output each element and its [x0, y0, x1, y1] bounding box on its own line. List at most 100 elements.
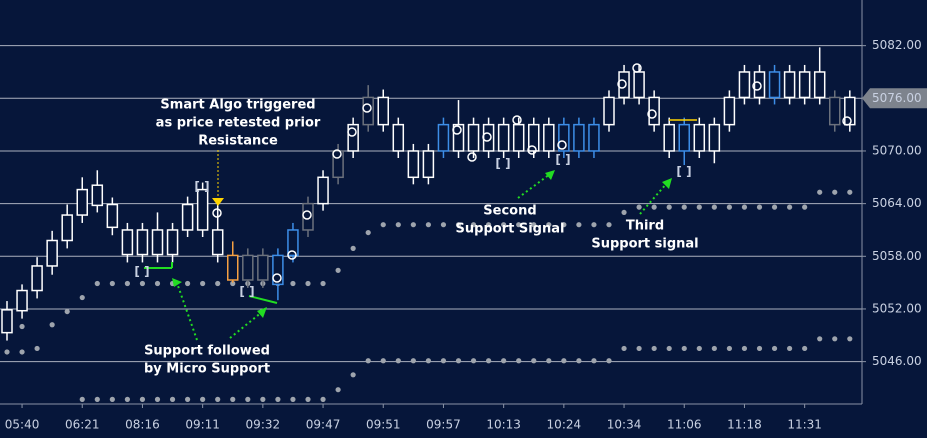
candle-body	[512, 123, 525, 152]
band-dot	[726, 204, 733, 210]
band-dot	[802, 345, 808, 352]
band-dot	[802, 204, 808, 210]
signal-bracket: [ ]	[495, 157, 510, 171]
candle-body	[211, 229, 224, 256]
candle-body	[633, 71, 645, 99]
candle-body	[181, 203, 194, 231]
candle-body	[46, 239, 58, 267]
candle-body	[738, 71, 751, 99]
band-dot	[847, 336, 853, 342]
x-tick-label: 06:21	[65, 418, 100, 432]
signal-circle	[452, 125, 462, 135]
band-dot	[726, 345, 733, 352]
band-dot	[395, 358, 401, 364]
band-dot	[185, 396, 191, 402]
signal-circle	[302, 210, 312, 220]
band-dot	[79, 294, 85, 301]
candle-body	[467, 123, 480, 152]
signal-circle	[482, 132, 492, 142]
y-tick-label: 5082.00	[872, 38, 922, 52]
band-dot	[94, 280, 100, 287]
support-line	[248, 295, 278, 304]
x-tick-label: 10:13	[486, 418, 521, 432]
candle-body	[16, 289, 28, 312]
band-dot	[109, 396, 115, 402]
band-dot	[94, 396, 100, 402]
band-dot	[651, 345, 657, 352]
band-dot	[516, 358, 522, 364]
candle-body	[61, 214, 73, 242]
band-dot	[576, 222, 582, 228]
band-dot	[681, 345, 687, 352]
band-dot	[832, 189, 838, 195]
signal-circle	[332, 149, 342, 159]
candle-body	[708, 123, 721, 152]
band-dot	[425, 222, 431, 228]
signal-circle	[212, 208, 222, 218]
candle-body	[753, 71, 766, 99]
band-dot	[711, 204, 717, 210]
signal-circle	[842, 116, 852, 126]
band-dot	[636, 345, 642, 352]
band-dot	[154, 280, 161, 287]
band-dot	[741, 204, 748, 210]
band-dot	[320, 280, 326, 287]
candle-body	[196, 188, 209, 231]
band-dot	[215, 280, 221, 287]
band-dot	[425, 358, 431, 364]
annotation: Support signal	[591, 237, 698, 252]
y-tick-label: 5046.00	[872, 354, 922, 368]
band-dot	[34, 345, 40, 352]
band-dot	[290, 280, 296, 287]
candle-body	[573, 123, 585, 152]
signal-circle	[362, 103, 372, 113]
band-dot	[455, 358, 462, 364]
band-dot	[696, 204, 702, 210]
signal-bracket: [ ]	[555, 153, 570, 167]
band-dot	[410, 222, 416, 228]
candle-body	[588, 123, 600, 152]
candle-body	[783, 71, 796, 99]
x-tick-label: 09:11	[185, 418, 220, 432]
annotation: as price retested prior	[156, 116, 321, 131]
annotation: Third	[626, 219, 664, 234]
green-arrow	[176, 282, 198, 341]
band-dot	[621, 209, 627, 216]
band-dot	[847, 189, 853, 195]
signal-circle	[647, 109, 657, 119]
signal-circle	[527, 145, 537, 155]
band-dot	[696, 345, 702, 352]
band-dot	[200, 396, 206, 402]
band-dot	[666, 345, 672, 352]
y-tick-label: 5058.00	[872, 249, 922, 263]
green-arrowhead	[257, 307, 267, 318]
x-tick-label: 09:51	[366, 418, 401, 432]
candle-body	[497, 123, 510, 152]
band-dot	[486, 222, 492, 228]
band-dot	[215, 396, 221, 402]
signal-bracket: [ ]	[194, 180, 209, 194]
band-dot	[546, 222, 552, 228]
band-dot	[335, 387, 341, 393]
signal-circle	[287, 250, 297, 260]
x-tick-label: 09:57	[426, 418, 461, 432]
candle-body	[1, 309, 13, 334]
annotation: by Micro Support	[144, 362, 270, 377]
band-dot	[64, 308, 70, 315]
last-price-tag	[862, 88, 927, 109]
candle-body	[723, 96, 736, 126]
band-dot	[245, 396, 251, 402]
band-dot	[139, 396, 146, 402]
candle-body	[76, 188, 88, 216]
candle-body	[287, 229, 299, 257]
candle-body	[603, 96, 615, 126]
band-dot	[260, 396, 266, 402]
band-dot	[350, 372, 356, 378]
candle-body	[227, 254, 239, 281]
signal-bracket: [ ]	[239, 285, 254, 299]
x-tick-label: 10:24	[547, 418, 582, 432]
band-dot	[305, 280, 311, 287]
candle-body	[242, 254, 254, 281]
candle-body	[813, 71, 826, 99]
band-dot	[470, 358, 477, 364]
